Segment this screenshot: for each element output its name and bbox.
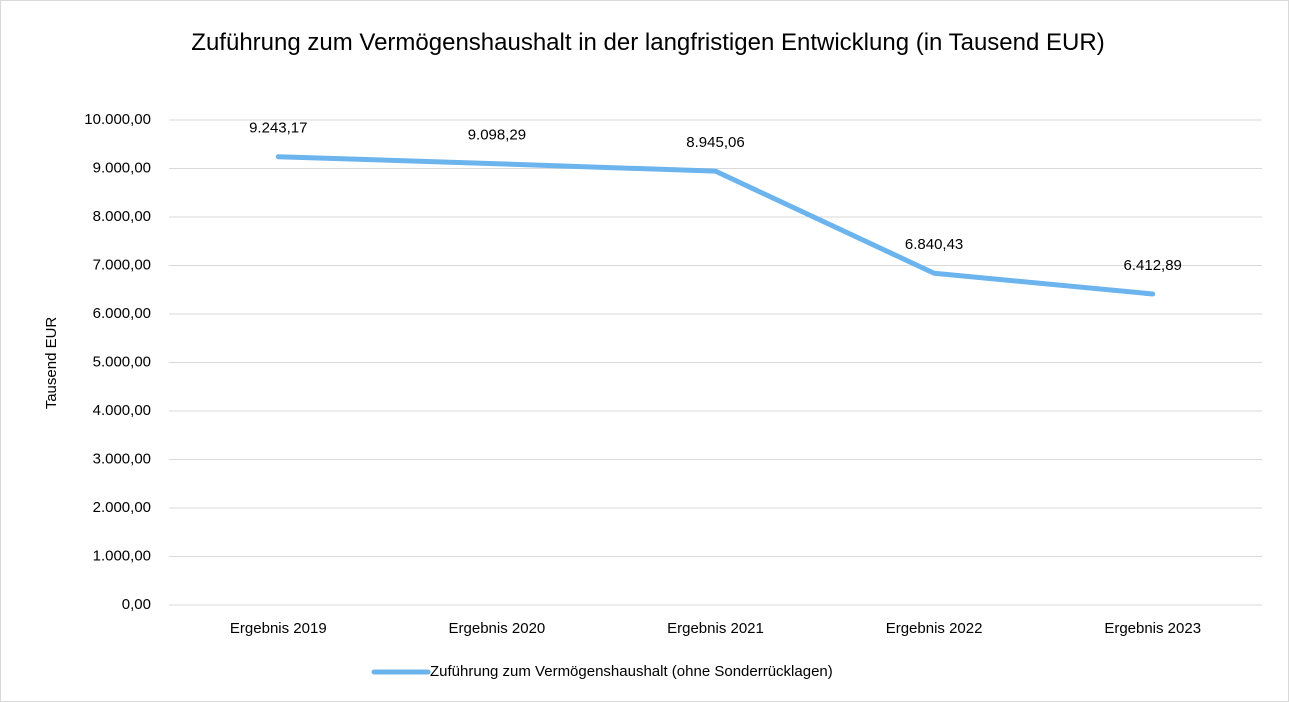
y-tick-label: 0,00	[122, 596, 151, 613]
data-label: 6.840,43	[905, 236, 963, 253]
y-tick-label: 4.000,00	[93, 402, 151, 419]
x-tick-label: Ergebnis 2019	[230, 620, 327, 637]
x-tick-label: Ergebnis 2022	[886, 620, 983, 637]
y-tick-label: 9.000,00	[93, 159, 151, 176]
x-tick-label: Ergebnis 2020	[449, 620, 546, 637]
legend-label: Zuführung zum Vermögenshaushalt (ohne So…	[430, 663, 833, 680]
y-tick-label: 10.000,00	[84, 111, 151, 128]
y-tick-label: 8.000,00	[93, 208, 151, 225]
data-label: 9.098,29	[468, 127, 526, 144]
y-tick-label: 1.000,00	[93, 547, 151, 564]
y-tick-label: 5.000,00	[93, 353, 151, 370]
chart-title: Zuführung zum Vermögenshaushalt in der l…	[191, 29, 1105, 56]
data-label: 6.412,89	[1124, 257, 1182, 274]
y-tick-label: 7.000,00	[93, 256, 151, 273]
data-label: 9.243,17	[249, 120, 307, 137]
y-tick-label: 6.000,00	[93, 305, 151, 322]
data-label: 8.945,06	[686, 134, 744, 151]
x-tick-label: Ergebnis 2021	[667, 620, 764, 637]
y-axis-label: Tausend EUR	[43, 317, 60, 410]
series-line	[275, 154, 1156, 297]
y-tick-label: 3.000,00	[93, 450, 151, 467]
y-tick-label: 2.000,00	[93, 499, 151, 516]
x-tick-label: Ergebnis 2023	[1104, 620, 1201, 637]
